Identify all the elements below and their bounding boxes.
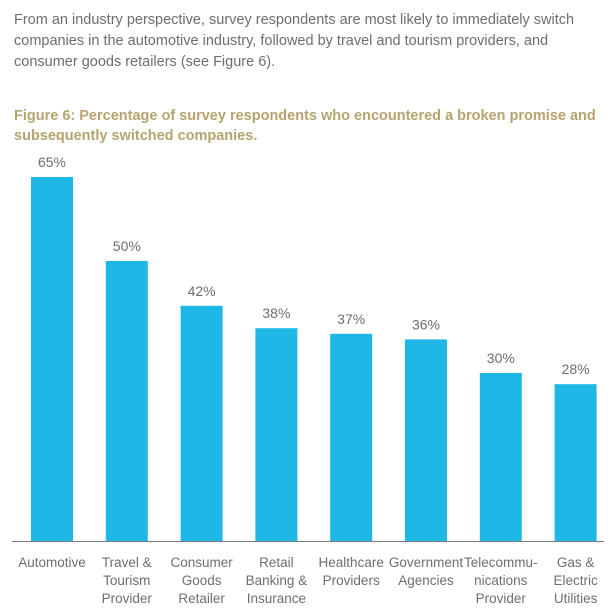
- value-label-4: 37%: [337, 311, 365, 327]
- bar-0: [31, 177, 73, 541]
- category-label-0: Automotive: [18, 555, 86, 570]
- category-label-4: Healthcare Providers: [319, 555, 384, 588]
- intro-paragraph: From an industry perspective, survey res…: [14, 12, 575, 70]
- value-label-6: 30%: [487, 350, 515, 366]
- category-label-3: Retail Banking & Insurance: [246, 555, 308, 606]
- bar-4: [330, 333, 373, 541]
- bar-6: [479, 373, 522, 541]
- bar-1: [105, 261, 148, 541]
- bar-7: [554, 384, 597, 541]
- value-label-1: 50%: [113, 238, 141, 254]
- category-label-2: Consumer Goods Retailer: [170, 555, 233, 606]
- value-label-5: 36%: [412, 316, 440, 332]
- bar-3: [255, 328, 298, 541]
- value-label-0: 65%: [38, 154, 66, 170]
- value-label-7: 28%: [562, 361, 590, 377]
- value-label-3: 38%: [262, 305, 290, 321]
- value-label-2: 42%: [188, 283, 216, 299]
- bar-5: [405, 339, 447, 541]
- category-label-5: Government Agencies: [389, 555, 464, 588]
- category-label-6: Telecommu-nications Provider: [464, 555, 538, 606]
- bar-2: [180, 305, 223, 541]
- category-label-1: Travel & Tourism Provider: [102, 555, 153, 606]
- category-label-7: Gas & Electric Utilities: [553, 555, 598, 606]
- figure-title: Figure 6: Percentage of survey responden…: [14, 108, 596, 144]
